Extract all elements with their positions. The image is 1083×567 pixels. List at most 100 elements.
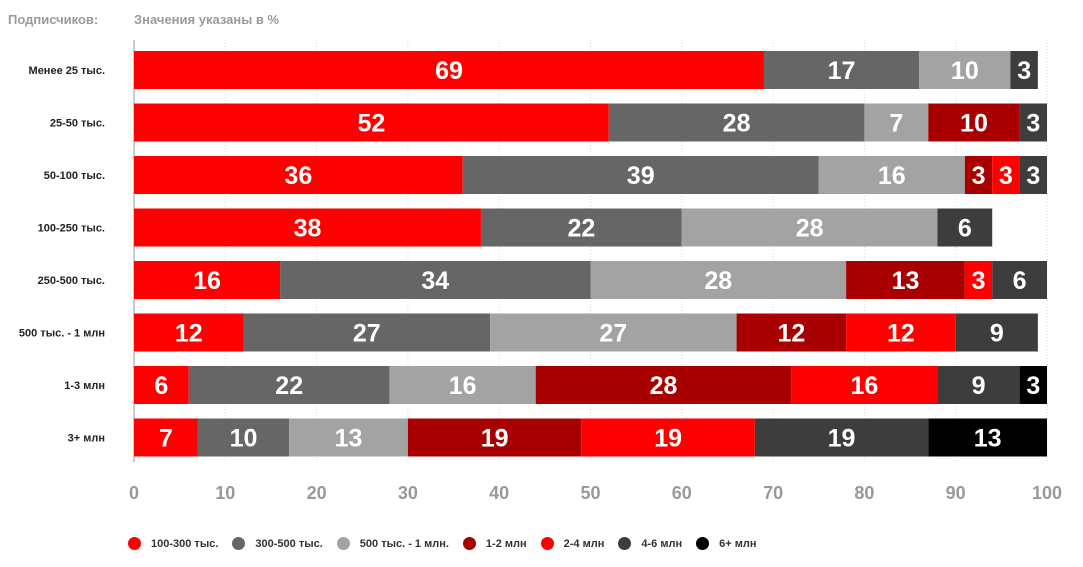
legend-label: 300-500 тыс. [255, 537, 323, 550]
data-label: 52 [357, 110, 385, 138]
bar-segment [992, 261, 1047, 299]
subscribers-header: Подписчиков: [8, 12, 99, 27]
x-tick-label: 40 [489, 483, 509, 503]
data-label: 16 [878, 162, 906, 190]
data-label: 19 [654, 425, 682, 453]
data-label: 10 [951, 57, 979, 85]
bar-segment [937, 366, 1020, 404]
category-label: 500 тыс. - 1 млн [19, 328, 105, 340]
bar-segment [681, 208, 938, 247]
bar-segment [937, 208, 993, 247]
legend-label: 1-2 млн [485, 537, 527, 550]
bar-segment [1010, 51, 1038, 89]
bar-segment [846, 261, 965, 299]
x-tick-label: 20 [307, 483, 327, 503]
data-label: 7 [889, 110, 903, 138]
bar-segment [791, 366, 938, 404]
legend-swatch [462, 537, 476, 550]
data-label: 28 [796, 215, 824, 243]
x-tick-label: 50 [580, 483, 600, 503]
data-label: 28 [650, 372, 678, 400]
x-tick-label: 80 [854, 483, 874, 503]
data-label: 69 [435, 57, 463, 85]
bar-segment [480, 208, 682, 247]
legend-swatch [618, 537, 632, 550]
bar-segment [1019, 366, 1047, 404]
bar-segment [134, 208, 481, 247]
data-label: 19 [481, 425, 509, 453]
data-label: 28 [723, 110, 751, 138]
bar-segment [490, 313, 737, 352]
category-label: 25-50 тыс. [50, 118, 105, 130]
legend-swatch [540, 537, 554, 550]
bar-segment [289, 418, 408, 457]
data-label: 3 [999, 162, 1013, 190]
bar-segment [864, 103, 929, 142]
legend-swatch [336, 537, 350, 550]
category-label: 50-100 тыс. [44, 170, 105, 182]
legend-item: 100-300 тыс. [128, 537, 218, 550]
data-label: 12 [887, 320, 915, 348]
legend-swatch [128, 537, 141, 550]
legend-swatch [696, 537, 710, 550]
data-label: 10 [960, 110, 988, 138]
legend-label: 500 тыс. - 1 млн. [359, 537, 449, 550]
units-note: Значения указаны в % [134, 12, 280, 27]
data-label: 19 [828, 425, 856, 453]
data-label: 3 [1026, 162, 1040, 190]
bar-segment [134, 103, 609, 142]
bar-segment [134, 366, 189, 404]
data-label: 6 [1013, 267, 1027, 295]
x-tick-label: 60 [672, 483, 692, 503]
data-label: 22 [567, 215, 595, 243]
legend-swatch [232, 537, 246, 550]
x-tick-label: 90 [946, 483, 966, 503]
bar-segment [736, 313, 847, 352]
legend-label: 6+ млн [719, 537, 757, 550]
data-label: 17 [828, 57, 856, 85]
bar-segment [407, 418, 582, 457]
legend-item: 300-500 тыс. [232, 537, 323, 550]
bar-segment [1019, 156, 1047, 194]
bar-segment [134, 51, 764, 89]
category-label: Менее 25 тыс. [29, 65, 105, 77]
bar-segment [134, 156, 463, 194]
legend-item: 1-2 млн [462, 537, 527, 550]
data-label: 16 [449, 372, 477, 400]
bar-segment [818, 156, 965, 194]
legend-item: 2-4 млн [540, 537, 605, 550]
data-label: 13 [892, 267, 920, 295]
data-label: 12 [777, 320, 805, 348]
data-label: 12 [175, 320, 203, 348]
bar-segment [581, 418, 755, 457]
category-label: 100-250 тыс. [38, 223, 105, 235]
legend-label: 2-4 млн [563, 537, 605, 550]
data-label: 7 [159, 425, 173, 453]
bar-segment [608, 103, 865, 142]
chart-legend: 100-300 тыс. 300-500 тыс. 500 тыс. - 1 млн… [128, 537, 771, 550]
data-label: 3 [1026, 110, 1040, 138]
data-label: 3 [972, 267, 986, 295]
x-tick-label: 100 [1032, 483, 1062, 503]
bar-segment [955, 313, 1038, 352]
legend-item: 4-6 млн [618, 537, 682, 550]
data-label: 16 [850, 372, 878, 400]
category-label: 3+ млн [68, 433, 105, 445]
data-label: 9 [990, 320, 1004, 348]
bar-segment [919, 51, 1011, 89]
data-label: 6 [958, 215, 972, 243]
legend-item: 6+ млн [696, 537, 757, 550]
data-label: 22 [275, 372, 303, 400]
legend-item: 500 тыс. - 1 млн. [336, 537, 449, 550]
data-label: 36 [284, 162, 312, 190]
bar-segment [763, 51, 920, 89]
bar-segment [846, 313, 956, 352]
bar-segment [197, 418, 290, 457]
x-tick-label: 10 [215, 483, 235, 503]
bar-segment [964, 261, 993, 299]
data-label: 13 [974, 425, 1002, 453]
bar-segment [134, 261, 281, 299]
bar-segment [462, 156, 819, 194]
